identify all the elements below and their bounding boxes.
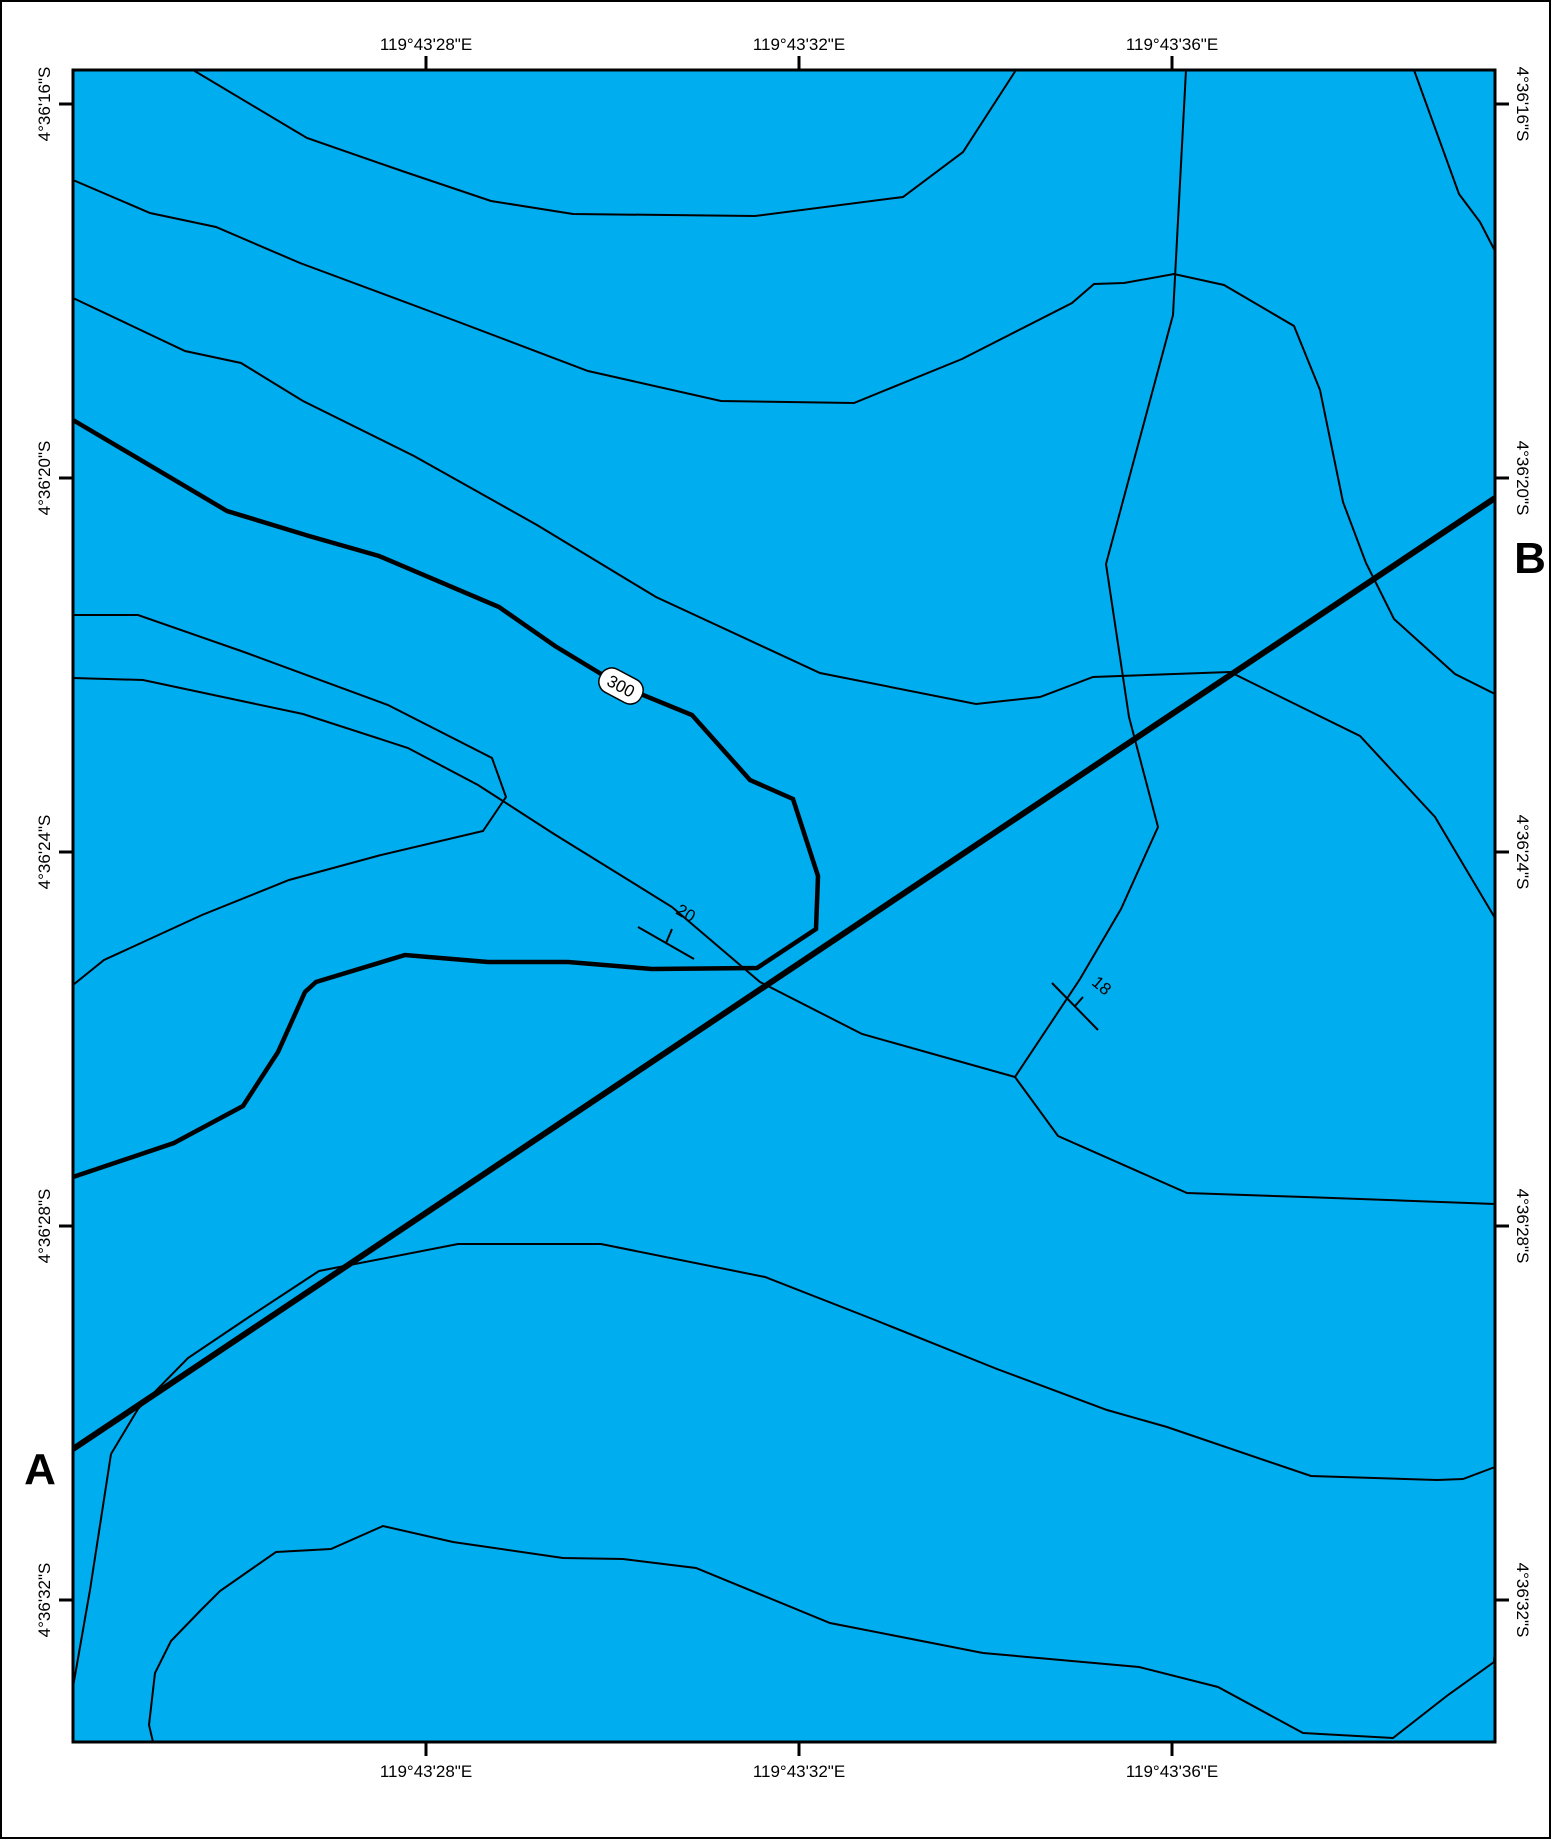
lat-label-right: 4°36'24"S	[1513, 815, 1532, 890]
lat-label-left: 4°36'24"S	[35, 815, 54, 890]
graticule-ticks	[59, 56, 1509, 1756]
lat-label-right: 4°36'20"S	[1513, 441, 1532, 516]
lat-label-right: 4°36'32"S	[1513, 1563, 1532, 1638]
lon-label-top: 119°43'32"E	[753, 35, 845, 54]
boundary-line	[72, 179, 1496, 695]
lat-label-left: 4°36'32"S	[35, 1563, 54, 1638]
section-label-b: B	[1514, 534, 1546, 583]
lat-label-left: 4°36'20"S	[35, 441, 54, 516]
lon-label-bottom: 119°43'28"E	[380, 1762, 472, 1781]
map-area	[71, 68, 1497, 1744]
contour-label-halo	[598, 667, 644, 705]
boundary-line	[110, 1243, 1496, 1482]
lat-label-right: 4°36'28"S	[1513, 1189, 1532, 1264]
dip-tick	[1074, 996, 1084, 1007]
dip-tick	[665, 928, 673, 944]
lat-label-left: 4°36'28"S	[35, 1189, 54, 1264]
boundary-line	[147, 1524, 1496, 1743]
boundary-lines	[72, 69, 1496, 1743]
boundary-line	[72, 614, 508, 986]
boundary-line	[72, 677, 1016, 1078]
lon-label-bottom: 119°43'36"E	[1126, 1762, 1218, 1781]
boundary-line	[1413, 69, 1496, 252]
lon-label-top: 119°43'28"E	[380, 35, 472, 54]
boundary-line	[72, 297, 1496, 919]
lat-label-left: 4°36'16"S	[35, 67, 54, 142]
lat-label-right: 4°36'16"S	[1513, 67, 1532, 142]
lon-label-top: 119°43'36"E	[1126, 35, 1218, 54]
index-contour-300	[71, 418, 821, 1180]
boundary-line	[1013, 69, 1496, 1205]
contour-label-300: 300	[598, 667, 644, 705]
section-label-a: A	[24, 1445, 56, 1494]
strike-line	[1051, 982, 1099, 1031]
cross-section-line	[71, 495, 1497, 1452]
lon-label-bottom: 119°43'32"E	[753, 1762, 845, 1781]
boundary-line	[72, 1453, 112, 1688]
boundary-line	[192, 69, 1017, 218]
